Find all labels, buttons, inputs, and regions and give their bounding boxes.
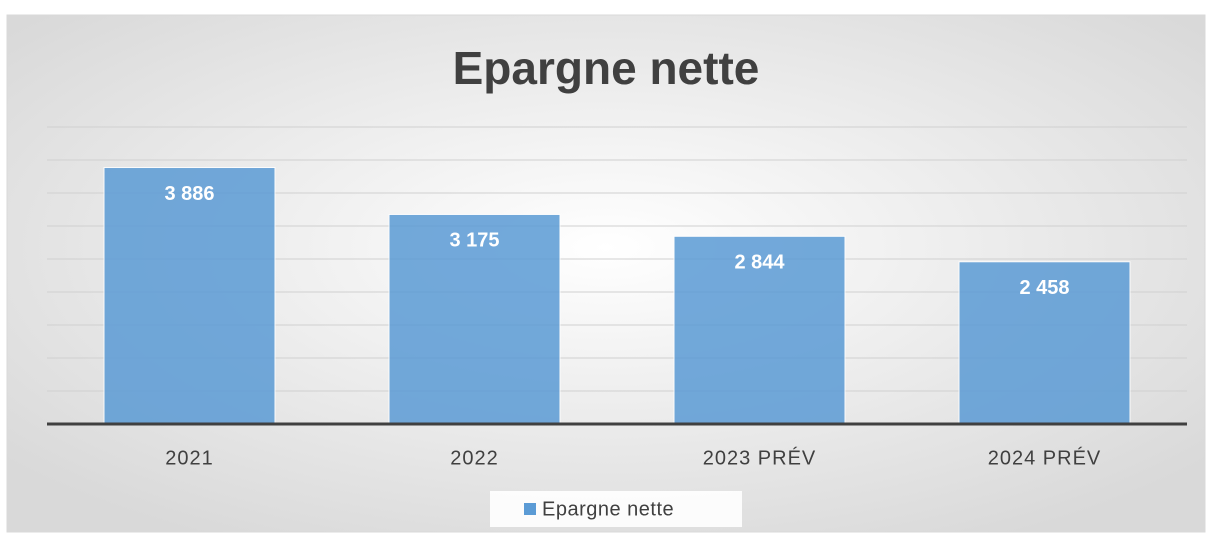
bar <box>388 213 561 425</box>
bar <box>958 261 1131 425</box>
chart-title: Epargne nette <box>453 42 760 94</box>
x-tick-label: 2024 PRÉV <box>988 446 1102 469</box>
bar <box>103 167 276 425</box>
x-tick-label: 2021 <box>165 447 214 469</box>
data-label: 2 844 <box>734 252 785 274</box>
data-label: 3 175 <box>449 230 499 252</box>
x-tick-label: 2022 <box>450 447 499 469</box>
legend-swatch <box>524 503 536 515</box>
x-tick-label: 2023 PRÉV <box>703 446 817 469</box>
data-label: 2 458 <box>1019 277 1069 299</box>
legend-label: Epargne nette <box>542 498 674 520</box>
data-label: 3 886 <box>164 183 214 205</box>
